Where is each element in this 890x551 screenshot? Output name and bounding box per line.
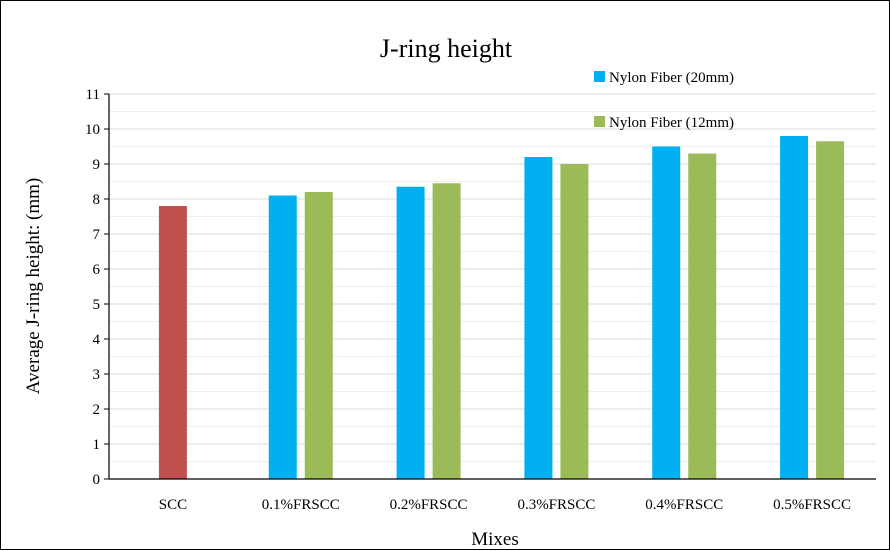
y-tick-label: 9 bbox=[93, 157, 101, 173]
grid-lines bbox=[109, 93, 876, 462]
x-tick-label: 0.4%FRSCC bbox=[645, 497, 723, 513]
bar-01frscc-series-1 bbox=[268, 195, 297, 479]
y-tick-label: 8 bbox=[93, 192, 101, 208]
bar-03frscc-series-2 bbox=[560, 164, 589, 479]
y-tick-label: 10 bbox=[85, 122, 100, 138]
x-axis-label: Mixes bbox=[471, 529, 519, 550]
y-tick-label: 4 bbox=[93, 332, 101, 348]
bars bbox=[158, 136, 845, 479]
legend-swatch-nylon-20mm bbox=[594, 71, 605, 82]
legend: Nylon Fiber (20mm) Nylon Fiber (12mm) bbox=[594, 70, 734, 131]
legend-item-nylon-12mm: Nylon Fiber (12mm) bbox=[594, 115, 734, 131]
y-tick-label: 1 bbox=[93, 437, 101, 453]
bar-05frscc-series-1 bbox=[780, 136, 809, 479]
x-tick-label: 0.3%FRSCC bbox=[517, 497, 595, 513]
y-tick-label: 2 bbox=[93, 402, 101, 418]
bar-scc-series-0 bbox=[158, 206, 187, 479]
legend-label-nylon-12mm: Nylon Fiber (12mm) bbox=[609, 115, 734, 131]
y-axis-label: Average J-ring height: (mm) bbox=[23, 178, 44, 395]
chart-title: J-ring height bbox=[380, 34, 513, 63]
x-tick-label: 0.1%FRSCC bbox=[262, 497, 340, 513]
bar-03frscc-series-1 bbox=[524, 157, 553, 479]
y-tick-label: 7 bbox=[93, 227, 101, 243]
legend-label-nylon-20mm: Nylon Fiber (20mm) bbox=[609, 70, 734, 86]
y-tick-label: 3 bbox=[93, 367, 101, 383]
x-tick-label: 0.2%FRSCC bbox=[390, 497, 468, 513]
bar-01frscc-series-2 bbox=[304, 192, 333, 479]
bar-04frscc-series-2 bbox=[688, 153, 717, 479]
legend-item-nylon-20mm: Nylon Fiber (20mm) bbox=[594, 70, 734, 86]
x-tick-label: SCC bbox=[159, 497, 187, 513]
x-tick-label: 0.5%FRSCC bbox=[773, 497, 851, 513]
bar-05frscc-series-2 bbox=[816, 141, 845, 479]
bar-02frscc-series-1 bbox=[396, 186, 425, 479]
y-tick-label: 5 bbox=[93, 297, 101, 313]
y-tick-label: 11 bbox=[86, 87, 100, 103]
tick-labels: 0 1 2 3 4 5 6 7 8 9 10 11 SCC 0.1%FRSCC 0.2%FRSCC 0.3%F… bbox=[85, 87, 851, 513]
bar-02frscc-series-2 bbox=[432, 183, 461, 479]
y-tick-label: 6 bbox=[93, 262, 101, 278]
y-tick-label: 0 bbox=[93, 472, 101, 488]
legend-swatch-nylon-12mm bbox=[594, 116, 605, 127]
bar-04frscc-series-1 bbox=[652, 146, 681, 479]
axes bbox=[104, 93, 876, 480]
